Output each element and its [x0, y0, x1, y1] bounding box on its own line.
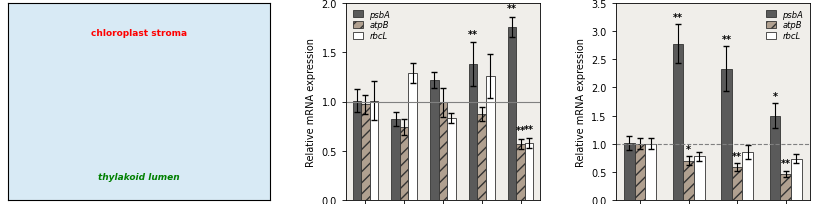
Text: **: ** — [673, 13, 683, 23]
Bar — [486, 76, 495, 200]
Bar — [469, 65, 478, 200]
Bar — [732, 167, 743, 200]
Bar — [438, 103, 447, 200]
Bar — [508, 28, 516, 200]
Bar — [370, 101, 378, 200]
Text: **: ** — [507, 4, 517, 14]
Bar — [624, 143, 635, 200]
Bar — [672, 44, 683, 200]
Bar — [516, 144, 525, 200]
Bar — [353, 101, 361, 200]
Text: **: ** — [468, 29, 479, 39]
Bar — [430, 80, 438, 200]
Text: thylakoid lumen: thylakoid lumen — [98, 172, 180, 181]
Bar — [361, 105, 370, 200]
Bar — [743, 152, 753, 200]
Text: **: ** — [780, 159, 790, 169]
Bar — [791, 159, 802, 200]
Bar — [478, 115, 486, 200]
Bar — [770, 116, 780, 200]
Text: **: ** — [515, 125, 525, 135]
Bar — [635, 144, 645, 200]
Bar — [525, 143, 533, 200]
Legend: psbA, atpB, rbcL: psbA, atpB, rbcL — [350, 8, 393, 43]
Bar — [683, 161, 694, 200]
Bar — [391, 120, 400, 200]
Bar — [780, 174, 791, 200]
Legend: psbA, atpB, rbcL: psbA, atpB, rbcL — [763, 8, 806, 43]
Bar — [721, 70, 732, 200]
Bar — [645, 144, 656, 200]
Bar — [447, 119, 456, 200]
Text: *: * — [686, 144, 691, 154]
Text: **: ** — [524, 124, 534, 134]
Y-axis label: Relative mRNA expression: Relative mRNA expression — [576, 38, 586, 166]
Text: chloroplast stroma: chloroplast stroma — [91, 29, 187, 38]
Text: *: * — [772, 91, 777, 101]
Bar — [408, 74, 417, 200]
Text: **: ** — [721, 35, 731, 45]
Bar — [400, 128, 408, 200]
Y-axis label: Relative mRNA expression: Relative mRNA expression — [306, 38, 316, 166]
Text: **: ** — [732, 151, 742, 161]
Bar — [694, 156, 704, 200]
